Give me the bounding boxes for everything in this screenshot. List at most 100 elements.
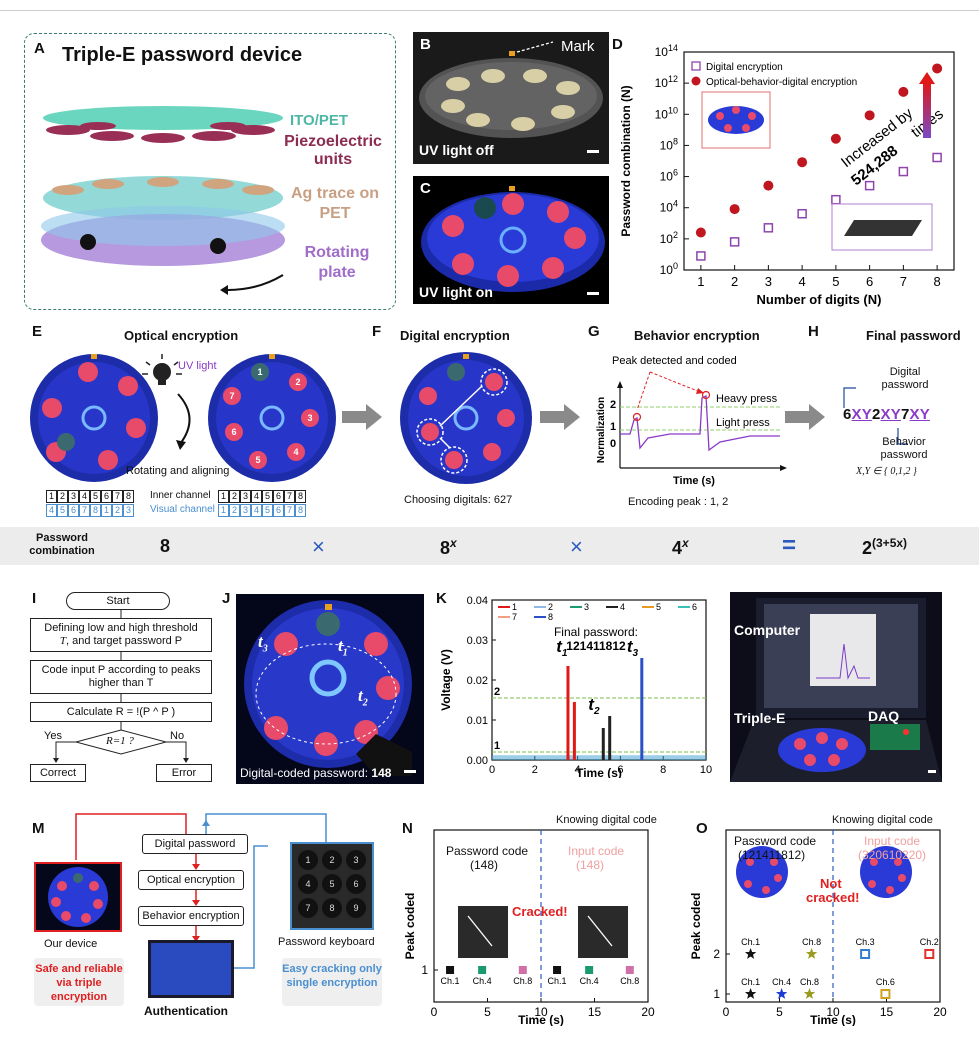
d-ytick-label: 1012 <box>655 74 678 90</box>
panel-f-title: Digital encryption <box>400 328 510 343</box>
panel-b-label: B <box>420 36 431 53</box>
uv-light-label: UV light <box>178 360 217 372</box>
chart-d-ylabel: Password combination (N) <box>619 85 633 236</box>
n-ic: Input code <box>568 844 625 858</box>
photo-l: Computer Triple-E DAQ <box>730 592 942 782</box>
combo-op2: × <box>570 534 583 559</box>
peak-point <box>446 966 455 974</box>
top-rule <box>0 10 979 11</box>
pw-xy-2: XY <box>880 406 901 423</box>
d-point-digital <box>898 166 909 177</box>
peak-point <box>553 966 562 974</box>
combo-f1: 8 <box>160 536 171 556</box>
k-ytick-label: 0.04 <box>467 595 488 607</box>
peak-point <box>478 966 487 974</box>
grid-row2-cell: 3 <box>123 504 134 517</box>
o-icv: (320610220) <box>858 848 927 862</box>
l-triple: Triple-E <box>734 710 786 726</box>
peak-xtick-label: 0 <box>723 1005 730 1019</box>
peak-detected-label: Peak detected and coded <box>612 355 737 367</box>
keypad-key: 9 <box>346 898 366 918</box>
panel-a-frame <box>24 33 396 310</box>
peak-ytick-label: 2 <box>713 947 720 961</box>
grid-row2-cell: 8 <box>90 504 101 517</box>
grid-row1-cell: 7 <box>112 490 123 503</box>
j-caption-text: Digital-coded password: <box>240 766 372 780</box>
big-arrow-1 <box>342 404 382 430</box>
grid-row4-cell: 5 <box>262 504 273 517</box>
panel-f-dial <box>400 352 532 484</box>
m-keyboard-label: Password keyboard <box>278 936 375 948</box>
level-2: 2 <box>610 399 616 411</box>
d-xtick-label: 3 <box>765 274 772 289</box>
keypad-key: 2 <box>322 850 342 870</box>
d-ytick-label: 104 <box>660 199 678 215</box>
chart-d-plot-area <box>683 51 955 271</box>
grid-row4-cell: 6 <box>273 504 284 517</box>
combo-f3-exp: x <box>682 536 689 550</box>
d-xtick-label: 8 <box>934 274 941 289</box>
grid-row3-cell: 4 <box>251 490 262 503</box>
photo-j: t3 t1 t2 Digital-coded password: 148 <box>236 594 424 784</box>
mark-label: Mark <box>561 38 595 55</box>
peak-point <box>585 966 594 974</box>
grid-row3-cell: 6 <box>273 490 284 503</box>
d-xtick-label: 6 <box>866 274 873 289</box>
light-press-label: Light press <box>716 417 770 429</box>
legend-circle <box>691 76 701 86</box>
panel-g-plot: Peak detected and coded 2 1 0 Heavy pres… <box>596 355 787 487</box>
k-xtick-label: 2 <box>532 764 538 776</box>
d-point-obd <box>898 86 909 97</box>
d-xtick-label: 4 <box>799 274 806 289</box>
k-xtick-label: 8 <box>660 764 666 776</box>
grid-row4-cell: 1 <box>218 504 229 517</box>
digital-password-label: Digital password <box>881 366 929 391</box>
panel-h-title: Final password <box>866 328 961 343</box>
dial-num-4: 4 <box>293 447 298 457</box>
keypad-key: 6 <box>346 874 366 894</box>
g-xlabel: Time (s) <box>673 475 715 487</box>
grid-row1-cell: 5 <box>90 490 101 503</box>
choosing-digitals: Choosing digitals: 627 <box>404 494 513 506</box>
peak-xtick-label: 0 <box>431 1005 438 1019</box>
combo-f3-base: 4 <box>672 538 683 558</box>
flow-step2: Code input P according to peaks higher t… <box>30 660 212 694</box>
chart-k: 0 2 4 6 8 100.000.010.020.030.04 12 Time (s) … <box>439 595 712 778</box>
k-ytick-label: 0.00 <box>467 755 488 767</box>
peak-point-label: Ch.8 <box>800 977 819 987</box>
peak-point <box>880 989 891 999</box>
d-point-digital <box>831 194 841 205</box>
grid-row4-cell: 8 <box>295 504 306 517</box>
chart-k-plot-area <box>491 599 707 761</box>
legend-digital: Digital encryption <box>706 62 783 73</box>
grid-row1-cell: 2 <box>57 490 68 503</box>
bulb-icon <box>142 354 182 385</box>
level-0: 0 <box>610 438 616 450</box>
keypad-key: 1 <box>298 850 318 870</box>
k-peak-label: t2 <box>588 695 600 717</box>
panel-k-label: K <box>436 590 447 607</box>
l-computer: Computer <box>734 622 801 638</box>
increase-arrow-head <box>919 72 935 84</box>
pw-xy-3: XY <box>909 406 930 423</box>
o-status-1: Not <box>820 876 842 891</box>
pw-digit-3: 7 <box>900 406 910 423</box>
j-caption: Digital-coded password: 148 <box>240 766 391 780</box>
j-caption-value: 148 <box>371 766 392 780</box>
flow-correct: Correct <box>30 764 86 782</box>
o-pcv: (121411812) <box>738 848 806 862</box>
rotating-label: Rotating and aligning <box>126 465 230 477</box>
d-point-obd <box>797 157 808 168</box>
behavior-password-label: Behavior password <box>880 436 928 461</box>
k-threshold-label: 1 <box>494 740 500 752</box>
keypad-key: 3 <box>346 850 366 870</box>
d-point-obd <box>932 63 943 74</box>
layer-label-piezo: Piezoelectric units <box>284 133 382 168</box>
visual-channel-label: Visual channel <box>150 504 215 515</box>
k-legend-label: 6 <box>692 602 697 612</box>
panel-h-diagram <box>843 387 908 445</box>
layer-label-plate: Rotating plate <box>304 244 370 281</box>
chart-d-xlabel: Number of digits (N) <box>757 292 882 307</box>
g-ylabel: Normalization <box>596 397 607 463</box>
